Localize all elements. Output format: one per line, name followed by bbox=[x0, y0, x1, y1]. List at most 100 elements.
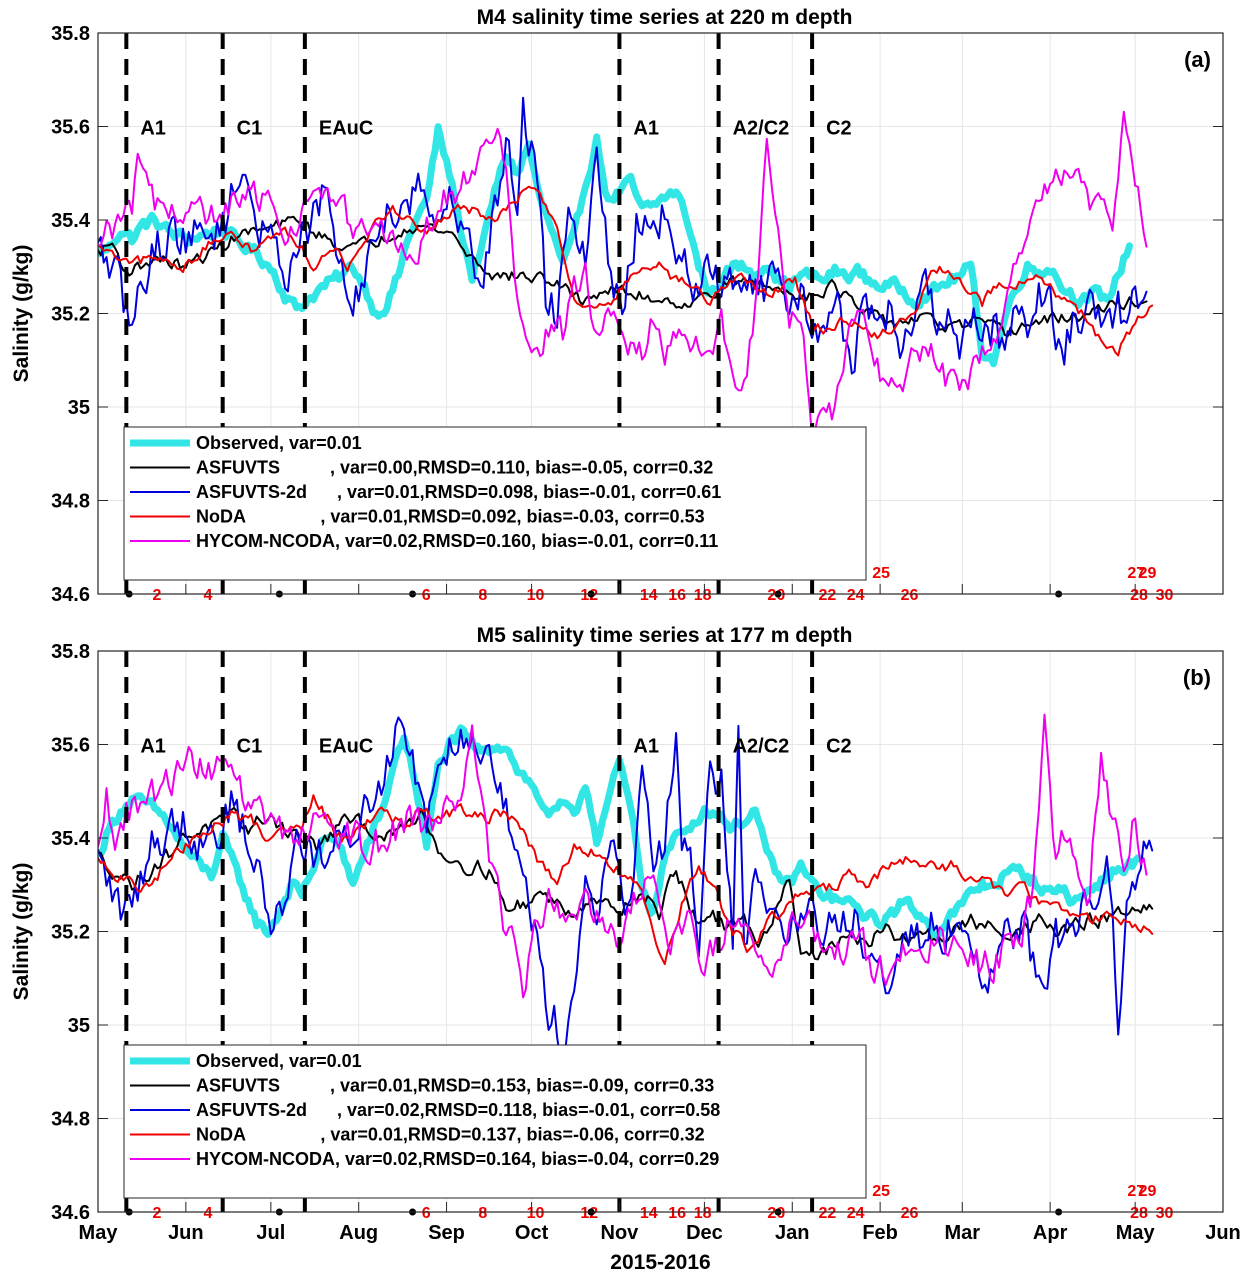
event-number: 24 bbox=[847, 587, 865, 604]
panel-label: (a) bbox=[1184, 47, 1211, 72]
legend-entry: HYCOM-NCODA, var=0.02,RMSD=0.164, bias=-… bbox=[196, 1149, 719, 1169]
event-number: 2 bbox=[153, 1205, 162, 1222]
event-number: 30 bbox=[1156, 587, 1174, 604]
y-tick-label: 35.2 bbox=[51, 304, 90, 326]
event-label: C2 bbox=[826, 736, 852, 758]
x-tick-label: May bbox=[79, 1222, 119, 1244]
event-number: 30 bbox=[1156, 1205, 1174, 1222]
series-line-noda bbox=[98, 794, 1154, 966]
y-axis-label: Salinity (g/kg) bbox=[10, 245, 33, 383]
event-number: 28 bbox=[1130, 1205, 1148, 1222]
legend: Observed, var=0.01 ASFUVTS , var=0.00,RMS… bbox=[123, 426, 867, 581]
event-number: 4 bbox=[204, 1205, 213, 1222]
legend-box bbox=[123, 1044, 867, 1199]
series-line-noda bbox=[98, 185, 1154, 357]
event-label: C1 bbox=[237, 118, 263, 140]
x-tick-label: Jan bbox=[775, 1222, 809, 1244]
x-tick-label: Oct bbox=[515, 1222, 549, 1244]
legend-entry: ASFUVTS , var=0.01,RMSD=0.153, bias=-0.0… bbox=[196, 1076, 714, 1096]
panel-label: (b) bbox=[1183, 665, 1211, 690]
event-number: 10 bbox=[527, 587, 545, 604]
event-number: 24 bbox=[847, 1205, 865, 1222]
event-number: 6 bbox=[422, 587, 431, 604]
legend-entry: NoDA , var=0.01,RMSD=0.092, bias=-0.03, … bbox=[196, 507, 705, 527]
panel-b: A1C1EAuCA1A2/C2C213579111315171921232527… bbox=[10, 624, 1241, 1274]
series-line-asfuvts-2d bbox=[98, 96, 1148, 375]
event-number: 26 bbox=[901, 587, 919, 604]
y-tick-label: 35.6 bbox=[51, 735, 90, 757]
series-group bbox=[98, 96, 1154, 439]
y-tick-label: 35 bbox=[68, 1015, 90, 1037]
event-label: C2 bbox=[826, 118, 852, 140]
event-label: EAuC bbox=[319, 736, 373, 758]
x-tick-label: Aug bbox=[339, 1222, 378, 1244]
event-label: A2/C2 bbox=[733, 736, 790, 758]
event-number: 4 bbox=[204, 587, 213, 604]
legend-entry: NoDA , var=0.01,RMSD=0.137, bias=-0.06, … bbox=[196, 1125, 705, 1145]
y-tick-label: 34.6 bbox=[51, 584, 90, 606]
event-number: 2 bbox=[153, 587, 162, 604]
event-number: 14 bbox=[640, 1205, 658, 1222]
panel-a: A1C1EAuCA1A2/C2C213579111315171921232527… bbox=[10, 6, 1224, 606]
legend-entry: Observed, var=0.01 bbox=[196, 1051, 362, 1071]
event-number: 22 bbox=[818, 1205, 836, 1222]
x-tick-label: Apr bbox=[1033, 1222, 1068, 1244]
event-label: EAuC bbox=[319, 118, 373, 140]
y-axis-label: Salinity (g/kg) bbox=[10, 863, 33, 1001]
event-number: 16 bbox=[668, 587, 686, 604]
event-number: 10 bbox=[527, 1205, 545, 1222]
x-tick-label: Jul bbox=[256, 1222, 285, 1244]
legend-entry: ASFUVTS-2d , var=0.01,RMSD=0.098, bias=-… bbox=[196, 482, 721, 502]
series-line-observed bbox=[98, 123, 1133, 368]
event-label: A1 bbox=[140, 736, 166, 758]
legend-box bbox=[123, 426, 867, 581]
y-tick-label: 35.8 bbox=[51, 23, 90, 45]
chart-title: M4 salinity time series at 220 m depth bbox=[477, 6, 853, 29]
event-number: 16 bbox=[668, 1205, 686, 1222]
event-label: A1 bbox=[140, 118, 166, 140]
y-tick-label: 35 bbox=[68, 397, 90, 419]
event-number: 25 bbox=[872, 1183, 890, 1200]
event-number: 22 bbox=[818, 587, 836, 604]
x-tick-label: Sep bbox=[428, 1222, 465, 1244]
event-label: A2/C2 bbox=[733, 118, 790, 140]
x-tick-label: Jun bbox=[168, 1222, 204, 1244]
event-number: 29 bbox=[1139, 1183, 1157, 1200]
event-number: 29 bbox=[1139, 565, 1157, 582]
legend-entry: HYCOM-NCODA, var=0.02,RMSD=0.160, bias=-… bbox=[196, 531, 718, 551]
event-number: 26 bbox=[901, 1205, 919, 1222]
y-tick-label: 35.4 bbox=[51, 828, 91, 850]
y-tick-label: 35.8 bbox=[51, 641, 90, 663]
event-number: 18 bbox=[694, 1205, 712, 1222]
y-tick-label: 34.8 bbox=[51, 1109, 90, 1131]
x-tick-label: Jun bbox=[1205, 1222, 1241, 1244]
legend: Observed, var=0.01 ASFUVTS , var=0.01,RMS… bbox=[123, 1044, 867, 1199]
x-tick-label: Feb bbox=[862, 1222, 898, 1244]
x-tick-label: Nov bbox=[601, 1222, 640, 1244]
event-number: 14 bbox=[640, 587, 658, 604]
y-tick-label: 35.2 bbox=[51, 922, 90, 944]
y-tick-label: 35.4 bbox=[51, 210, 91, 232]
x-tick-label: Mar bbox=[945, 1222, 981, 1244]
event-number: 27 bbox=[1127, 1183, 1145, 1200]
event-label: A1 bbox=[633, 118, 659, 140]
event-number: 27 bbox=[1127, 565, 1145, 582]
series-line-hycom-ncoda bbox=[98, 110, 1148, 439]
event-number: 18 bbox=[694, 587, 712, 604]
legend-entry: ASFUVTS , var=0.00,RMSD=0.110, bias=-0.0… bbox=[196, 458, 713, 478]
event-number: 28 bbox=[1130, 587, 1148, 604]
event-label: A1 bbox=[633, 736, 659, 758]
event-number: 8 bbox=[478, 1205, 487, 1222]
event-number: 6 bbox=[422, 1205, 431, 1222]
x-axis-label: 2015-2016 bbox=[610, 1251, 710, 1274]
y-tick-label: 35.6 bbox=[51, 117, 90, 139]
legend-entry: ASFUVTS-2d , var=0.02,RMSD=0.118, bias=-… bbox=[196, 1100, 720, 1120]
series-line-hycom-ncoda bbox=[98, 713, 1148, 999]
y-tick-label: 34.8 bbox=[51, 491, 90, 513]
y-tick-label: 34.6 bbox=[51, 1202, 90, 1224]
x-tick-label: Dec bbox=[686, 1222, 723, 1244]
event-label: C1 bbox=[237, 736, 263, 758]
x-tick-label: May bbox=[1116, 1222, 1156, 1244]
event-number: 8 bbox=[478, 587, 487, 604]
